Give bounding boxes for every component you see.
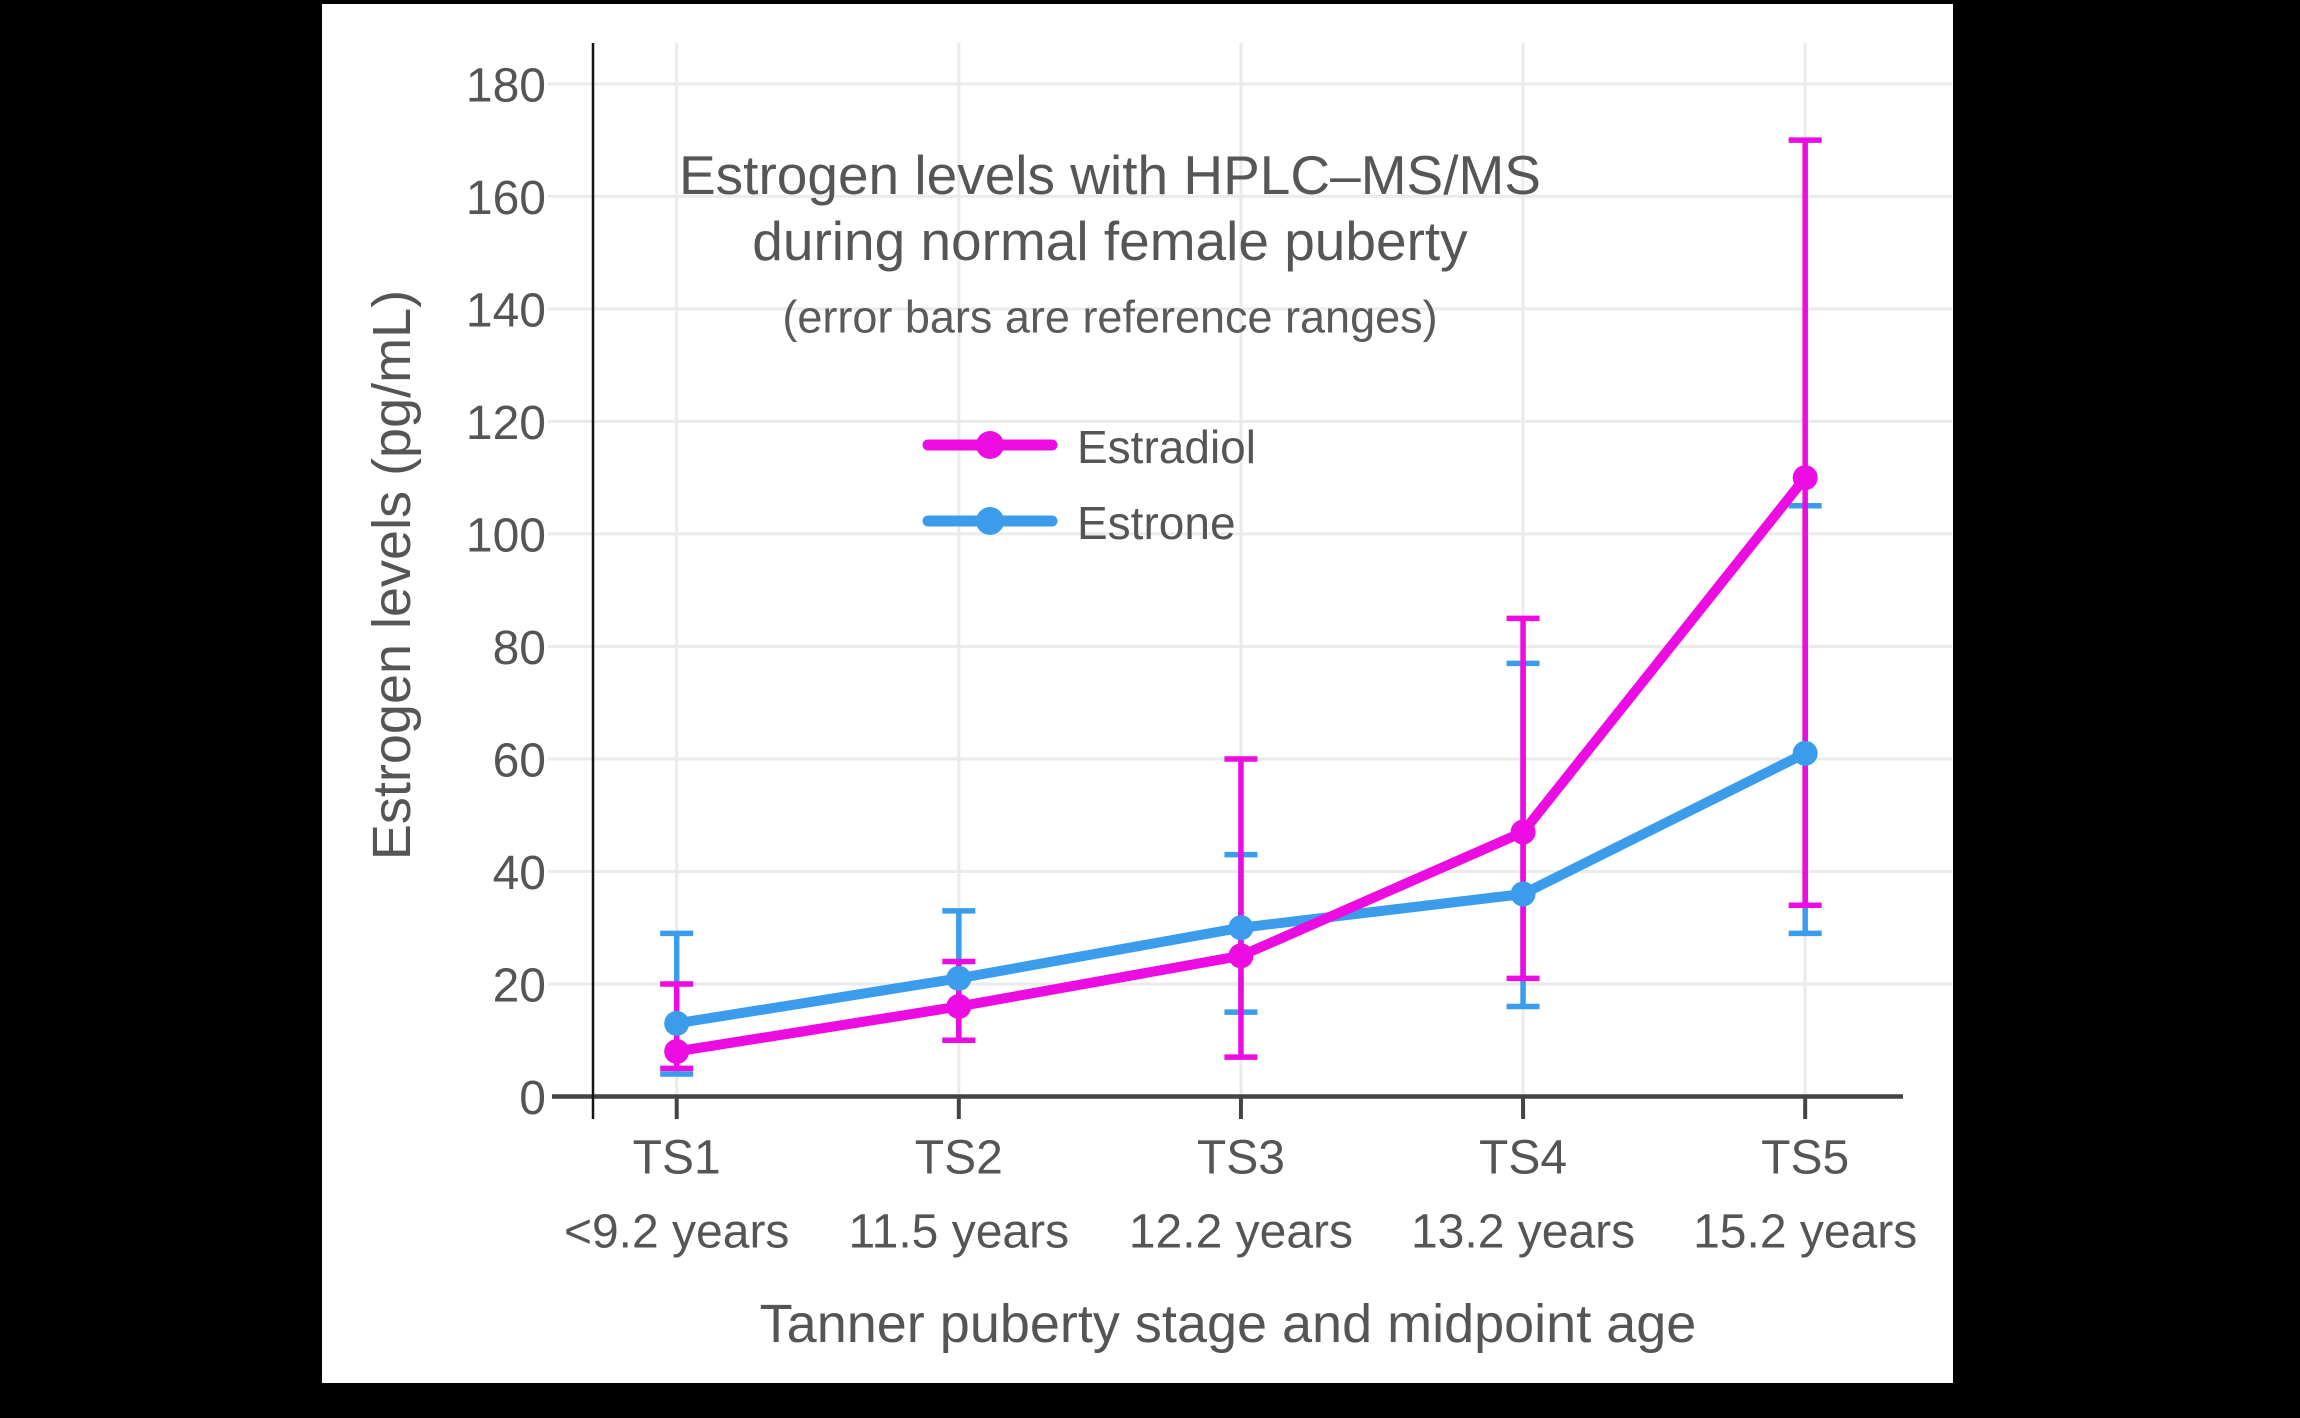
x-age-label: 12.2 years	[1129, 1206, 1353, 1259]
y-tick-label: 0	[519, 1072, 546, 1125]
x-age-label: <9.2 years	[564, 1206, 789, 1259]
data-series	[660, 137, 1822, 1077]
y-tick-label: 120	[466, 397, 546, 450]
chart-title-line2: during normal female puberty	[752, 210, 1468, 272]
y-tick-label: 140	[466, 284, 546, 337]
estradiol-legend-marker	[976, 431, 1004, 459]
y-tick-label: 40	[493, 847, 546, 900]
y-tick-label: 160	[466, 172, 546, 225]
legend-label-estrone: Estrone	[1077, 497, 1236, 549]
y-tick-label: 60	[493, 734, 546, 787]
estrone-data-point	[946, 965, 972, 991]
estrone-data-point	[1510, 881, 1536, 907]
legend-label-estradiol: Estradiol	[1077, 421, 1256, 473]
x-stage-label: TS1	[633, 1132, 721, 1185]
estradiol-data-point	[1510, 819, 1536, 845]
estrone-data-point	[664, 1010, 690, 1036]
estradiol-data-point	[664, 1038, 690, 1064]
x-stage-label: TS4	[1479, 1132, 1567, 1185]
x-age-label: 13.2 years	[1411, 1206, 1635, 1259]
x-stage-label: TS2	[915, 1132, 1003, 1185]
y-axis-title: Estrogen levels (pg/mL)	[362, 290, 422, 860]
estradiol-error-bar	[1506, 615, 1540, 982]
y-tick-label: 20	[493, 959, 546, 1012]
y-tick-label: 100	[466, 509, 546, 562]
estradiol-data-point	[1792, 465, 1818, 491]
estradiol-data-point	[946, 993, 972, 1019]
x-stage-label: TS3	[1197, 1132, 1285, 1185]
estradiol-error-bar	[1788, 137, 1822, 908]
legend: Estradiol Estrone	[922, 421, 1256, 549]
x-stage-label: TS5	[1761, 1132, 1849, 1185]
legend-item-estradiol: Estradiol	[922, 421, 1256, 473]
chart-subtitle: (error bars are reference ranges)	[782, 292, 1437, 343]
estrone-data-point	[1792, 740, 1818, 766]
estradiol-data-point	[1228, 943, 1254, 969]
y-tick-label: 80	[493, 622, 546, 675]
estrone-legend-marker	[976, 507, 1004, 535]
x-age-label: 15.2 years	[1693, 1206, 1917, 1259]
y-tick-label: 180	[466, 59, 546, 112]
estrone-data-point	[1228, 915, 1254, 941]
axes	[552, 43, 1903, 1119]
estradiol-error-bar	[1224, 756, 1258, 1060]
chart-title-line1: Estrogen levels with HPLC–MS/MS	[679, 144, 1541, 206]
x-age-label: 11.5 years	[849, 1206, 1070, 1259]
legend-item-estrone: Estrone	[922, 497, 1236, 549]
tick-labels: 0 20 40 60 80 100 120 140 160 180 TS1 <9.2 years TS2…	[466, 59, 1917, 1258]
x-axis-title: Tanner puberty stage and midpoint age	[760, 1294, 1697, 1354]
